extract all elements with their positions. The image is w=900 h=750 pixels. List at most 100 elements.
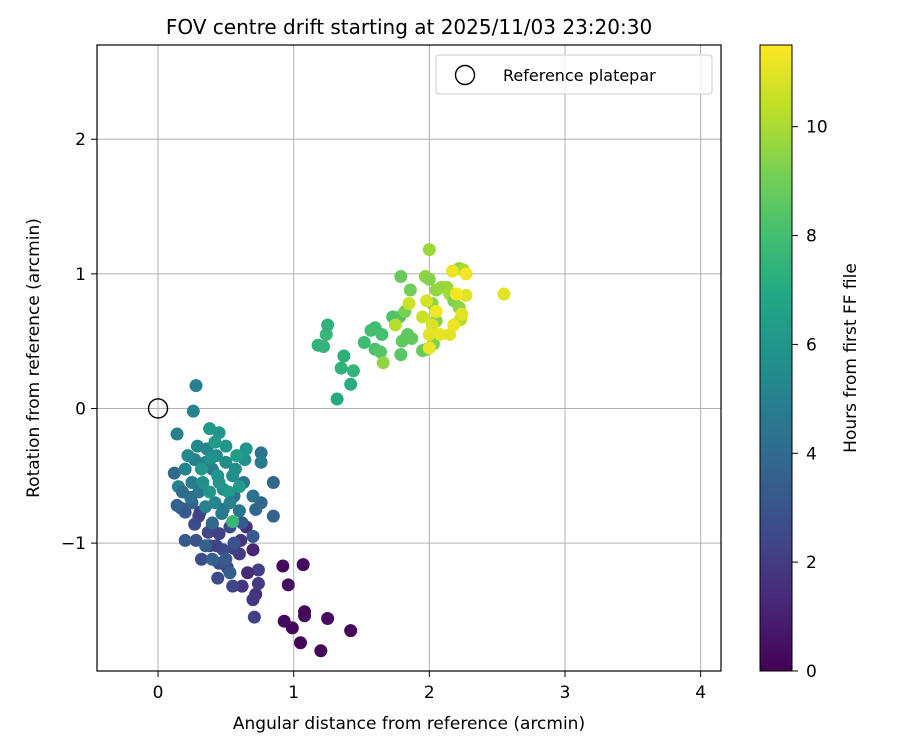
data-point bbox=[185, 476, 199, 490]
data-point bbox=[330, 392, 344, 406]
data-point bbox=[285, 621, 299, 635]
x-tick-label: 0 bbox=[153, 683, 164, 703]
legend: Reference platepar bbox=[435, 54, 713, 95]
data-point bbox=[405, 331, 419, 345]
data-point bbox=[235, 516, 249, 530]
data-point bbox=[194, 462, 208, 476]
data-point bbox=[208, 435, 222, 449]
data-point bbox=[429, 305, 443, 319]
data-point bbox=[219, 439, 233, 453]
data-point bbox=[226, 515, 240, 529]
data-point bbox=[374, 345, 388, 359]
data-point bbox=[246, 543, 260, 557]
data-point bbox=[497, 287, 511, 301]
colorbar-ticks: 0 2 4 6 8 10 bbox=[792, 118, 828, 682]
x-tick-label: 4 bbox=[695, 683, 706, 703]
data-point bbox=[194, 552, 208, 566]
y-tick-label: −1 bbox=[61, 534, 86, 554]
colorbar-tick-label: 8 bbox=[806, 227, 817, 247]
colorbar bbox=[759, 44, 793, 672]
data-point bbox=[447, 318, 461, 332]
colorbar-label: Hours from first FF file bbox=[841, 263, 861, 453]
data-point bbox=[422, 327, 436, 341]
data-point bbox=[204, 451, 218, 465]
legend-reference-marker-icon bbox=[454, 64, 476, 86]
data-point bbox=[344, 624, 358, 638]
data-point bbox=[186, 404, 200, 418]
data-point bbox=[276, 559, 290, 573]
data-point bbox=[223, 496, 237, 510]
data-point bbox=[227, 536, 241, 550]
data-point bbox=[211, 571, 225, 585]
data-point bbox=[459, 267, 473, 281]
data-point bbox=[449, 287, 463, 301]
data-point bbox=[422, 341, 436, 355]
data-point bbox=[420, 294, 434, 308]
data-point bbox=[246, 489, 260, 503]
data-point bbox=[403, 283, 417, 297]
colorbar-tick-label: 2 bbox=[806, 553, 817, 573]
data-point bbox=[246, 593, 260, 607]
data-point bbox=[196, 476, 210, 490]
data-point bbox=[226, 579, 240, 593]
data-point bbox=[314, 644, 328, 658]
data-point bbox=[235, 579, 249, 593]
data-point bbox=[232, 480, 246, 494]
y-axis-label: Rotation from reference (arcmin) bbox=[24, 218, 44, 498]
data-point bbox=[167, 466, 181, 480]
data-point bbox=[189, 533, 203, 547]
data-point bbox=[251, 576, 265, 590]
data-point bbox=[293, 636, 307, 650]
reference-marker-group bbox=[147, 398, 169, 419]
data-point bbox=[199, 500, 213, 514]
data-point bbox=[346, 364, 360, 378]
data-point bbox=[357, 336, 371, 350]
data-point bbox=[388, 318, 402, 332]
data-point bbox=[203, 422, 217, 436]
data-point bbox=[211, 469, 225, 483]
data-point bbox=[199, 539, 213, 553]
data-point bbox=[230, 449, 244, 463]
reference-platepar-marker bbox=[147, 398, 169, 419]
data-point bbox=[416, 310, 430, 324]
data-point bbox=[321, 318, 335, 332]
data-point bbox=[247, 610, 261, 624]
data-point bbox=[422, 243, 436, 257]
data-point bbox=[175, 485, 189, 499]
data-point bbox=[241, 566, 255, 580]
data-point bbox=[402, 296, 416, 310]
data-point bbox=[251, 563, 265, 577]
data-point bbox=[178, 533, 192, 547]
colorbar-tick-label: 4 bbox=[806, 444, 817, 464]
data-point bbox=[296, 558, 310, 572]
data-point bbox=[232, 504, 246, 518]
data-point bbox=[337, 349, 351, 363]
data-point bbox=[266, 509, 280, 523]
data-point bbox=[321, 611, 335, 625]
y-tick-label: 2 bbox=[75, 130, 86, 150]
data-point bbox=[281, 578, 295, 592]
data-point bbox=[189, 379, 203, 393]
data-point bbox=[239, 442, 253, 456]
data-point bbox=[317, 340, 331, 354]
data-point bbox=[203, 485, 217, 499]
data-point bbox=[433, 327, 447, 341]
data-point bbox=[219, 552, 233, 566]
colorbar-tick-label: 10 bbox=[806, 118, 828, 138]
data-point bbox=[375, 327, 389, 341]
data-point bbox=[219, 455, 233, 469]
x-tick-label: 3 bbox=[560, 683, 571, 703]
data-point bbox=[222, 485, 236, 499]
data-point bbox=[266, 476, 280, 490]
data-point bbox=[212, 527, 226, 541]
axis-ticks: 0 1 2 3 4 −1 0 1 2 bbox=[61, 130, 706, 703]
y-tick-label: 0 bbox=[75, 399, 86, 419]
legend-box bbox=[435, 54, 713, 95]
data-point bbox=[376, 356, 390, 370]
plot-frame bbox=[96, 44, 722, 672]
y-tick-label: 1 bbox=[75, 265, 86, 285]
data-point bbox=[298, 609, 312, 623]
data-point bbox=[205, 552, 219, 566]
